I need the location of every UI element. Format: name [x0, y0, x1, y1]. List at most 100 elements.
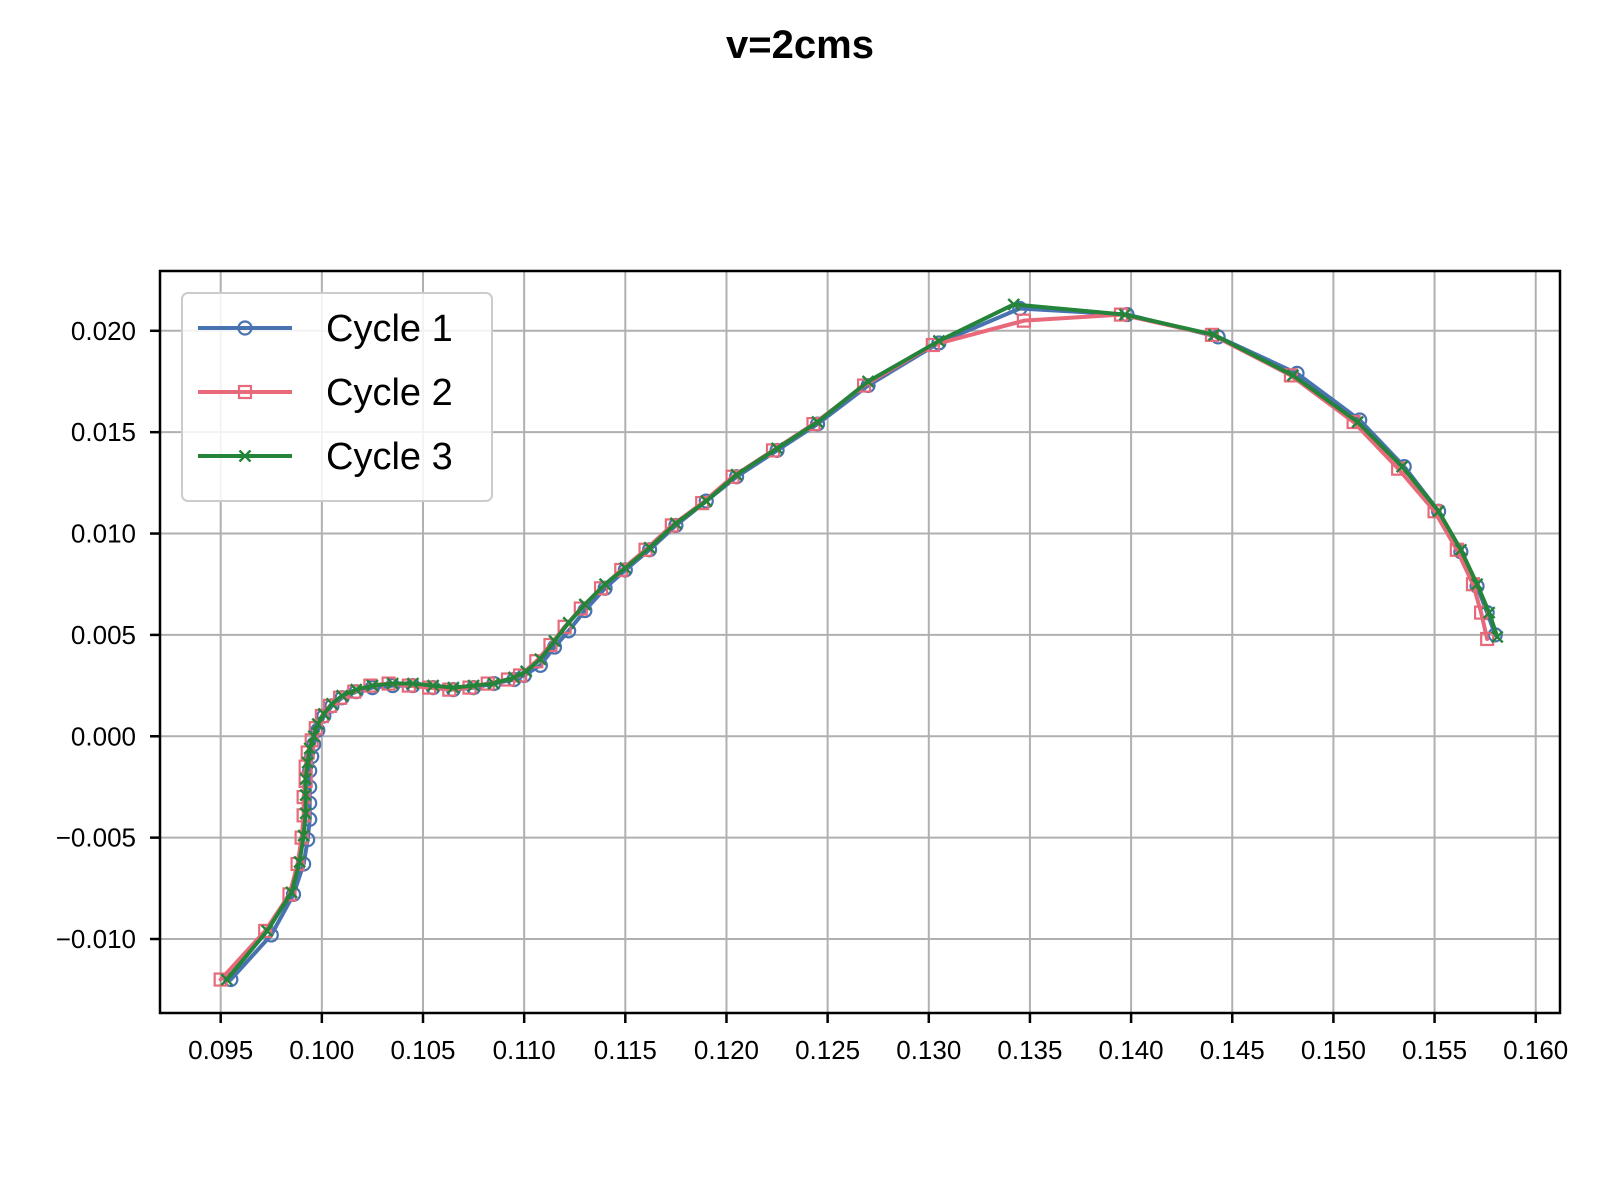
data-point — [299, 772, 313, 786]
data-point — [1286, 369, 1300, 382]
data-point — [299, 806, 313, 820]
data-point — [1454, 543, 1468, 557]
data-point — [1351, 415, 1365, 429]
data-point — [669, 517, 683, 530]
x-tick-label: 0.150 — [1301, 1035, 1366, 1065]
data-point — [1395, 460, 1409, 473]
data-point — [293, 855, 306, 869]
data-point — [301, 756, 315, 769]
x-tick-label: 0.120 — [694, 1035, 759, 1065]
data-point — [730, 468, 743, 482]
data-point — [325, 697, 339, 711]
data-point — [1470, 577, 1484, 591]
data-point — [598, 577, 612, 591]
x-tick-label: 0.095 — [188, 1035, 253, 1065]
data-point — [1283, 368, 1299, 383]
data-point — [1482, 606, 1496, 619]
data-point — [307, 729, 321, 743]
data-point — [925, 337, 940, 353]
data-point — [220, 973, 234, 986]
series-line — [224, 302, 1500, 982]
data-point — [317, 707, 331, 721]
data-point — [698, 493, 714, 509]
data-point — [332, 690, 348, 705]
data-point — [366, 679, 379, 692]
data-point — [322, 698, 338, 713]
data-point — [467, 679, 480, 692]
data-point — [557, 619, 572, 634]
y-axis: −0.010 −0.005 0.000 0.005 0.010 0.015 0.020 — [56, 316, 160, 954]
data-point — [314, 708, 329, 724]
data-point — [1007, 298, 1021, 311]
legend-box — [181, 292, 493, 502]
chart-title: v=2cms — [726, 23, 874, 67]
data-point — [299, 788, 313, 802]
legend: Cycle 1 Cycle 2 Cycle 3 — [181, 292, 493, 502]
x-tick-label: 0.110 — [493, 1035, 556, 1065]
legend-label: Cycle 1 — [326, 308, 453, 350]
data-point — [487, 677, 501, 690]
data-point — [699, 494, 713, 508]
data-point — [386, 677, 400, 690]
x-tick-label: 0.115 — [594, 1035, 657, 1065]
data-point — [426, 679, 440, 692]
data-point — [932, 334, 946, 348]
y-tick-label: 0.005 — [71, 620, 136, 650]
legend-marker — [238, 449, 252, 463]
y-tick-label: 0.010 — [71, 519, 136, 549]
data-point — [562, 616, 576, 630]
data-point — [406, 677, 420, 690]
legend-label: Cycle 2 — [326, 372, 453, 414]
y-tick-label: −0.010 — [56, 924, 136, 954]
data-point — [643, 541, 656, 555]
data-point — [543, 637, 558, 653]
data-point — [856, 378, 872, 393]
data-point — [1432, 504, 1445, 518]
data-point — [311, 717, 325, 731]
x-tick-label: 0.130 — [896, 1035, 961, 1065]
data-point — [593, 581, 609, 596]
data-point — [861, 375, 875, 388]
grid — [160, 271, 1560, 1013]
x-tick-label: 0.160 — [1503, 1035, 1568, 1065]
data-point — [1480, 631, 1495, 647]
legend-item: Cycle 3 — [198, 436, 453, 478]
data-point — [447, 681, 460, 694]
x-tick-label: 0.140 — [1099, 1035, 1164, 1065]
data-point — [770, 442, 784, 455]
legend-item: Cycle 1 — [198, 308, 453, 350]
x-tick-label: 0.145 — [1200, 1035, 1265, 1065]
data-point — [548, 634, 561, 648]
data-point — [811, 415, 824, 429]
x-tick-label: 0.155 — [1402, 1035, 1467, 1065]
data-point — [519, 665, 533, 678]
data-point — [1016, 313, 1031, 328]
legend-item: Cycle 2 — [198, 372, 453, 414]
y-tick-label: 0.020 — [71, 316, 136, 346]
data-point — [303, 742, 317, 755]
legend-marker — [237, 320, 253, 336]
data-point — [258, 923, 273, 938]
data-point — [282, 887, 297, 902]
x-tick-label: 0.125 — [795, 1035, 860, 1065]
data-point — [578, 598, 592, 611]
data-point — [335, 689, 349, 703]
data-point — [260, 924, 274, 938]
data-point — [1207, 328, 1221, 342]
data-point — [618, 561, 632, 575]
data-point — [573, 601, 588, 616]
y-tick-label: −0.005 — [56, 823, 136, 853]
legend-label: Cycle 3 — [326, 436, 453, 478]
x-tick-label: 0.135 — [997, 1035, 1062, 1065]
series-cycle-3 — [220, 298, 1504, 986]
series-layer — [213, 298, 1504, 988]
plot-frame — [158, 269, 1562, 1015]
x-axis: 0.095 0.100 0.105 0.110 0.115 0.120 0.125 0.130… — [188, 1013, 1568, 1065]
x-tick-label: 0.100 — [289, 1035, 354, 1065]
data-point — [507, 671, 521, 684]
legend-marker — [237, 384, 253, 400]
y-tick-label: 0.015 — [71, 417, 136, 447]
data-point — [533, 652, 547, 666]
